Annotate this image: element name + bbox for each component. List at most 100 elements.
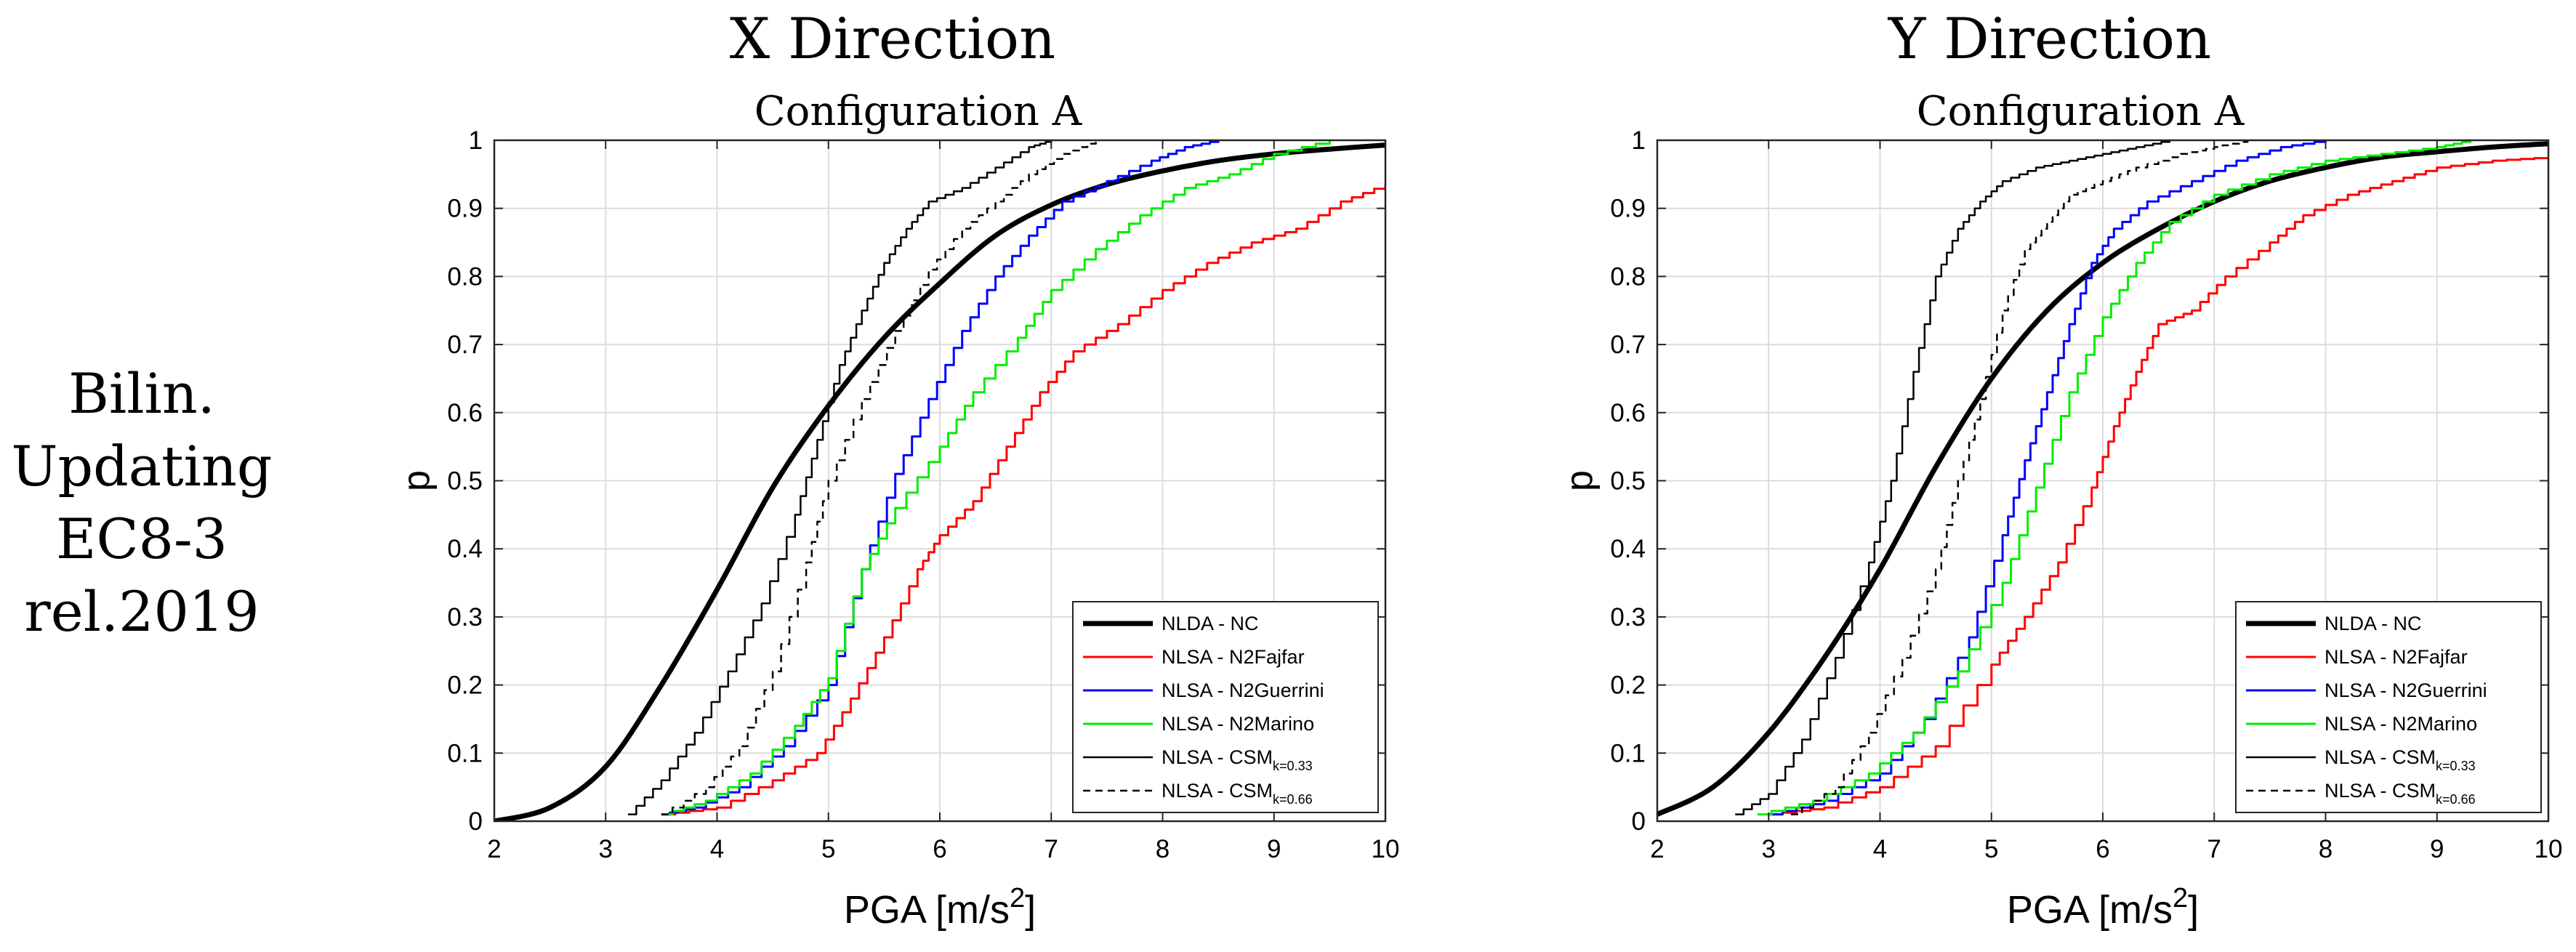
y-tick-label: 0.1 [1610, 739, 1646, 767]
x-tick-label: 3 [1762, 835, 1776, 863]
series-line-1 [661, 184, 1385, 816]
side-caption: Bilin. Updating EC8-3 rel.2019 [11, 361, 272, 644]
series-line-0 [494, 142, 1385, 821]
legend-entry-text: NLSA - CSM [1162, 746, 1273, 768]
legend-entry: NLSA - N2Guerrini [2325, 679, 2487, 701]
x-tick-label: 10 [1372, 835, 1400, 863]
legend-entry-text: NLSA - CSM [2325, 746, 2436, 768]
series-line-3 [1757, 140, 2472, 816]
y-tick-label: 1 [1632, 126, 1646, 155]
x-axis-label-text: PGA [m/s [844, 888, 1010, 932]
x-tick-label: 5 [1984, 835, 1998, 863]
y-tick-label: 0.6 [447, 399, 483, 427]
legend-entry: NLSA - N2Guerrini [1162, 679, 1324, 701]
legend-entry-text: NLSA - N2Fajfar [2325, 646, 2468, 668]
y-tick-label: 0.7 [447, 331, 483, 359]
legend-entry: NLSA - N2Fajfar [2325, 646, 2468, 668]
x-tick-label: 8 [2319, 835, 2333, 863]
legend-entry-text: NLSA - N2Marino [2325, 713, 2477, 735]
x-tick-label: 5 [821, 835, 835, 863]
legend-box [1072, 601, 1379, 813]
x-tick-label: 8 [1156, 835, 1170, 863]
x-axis-label-superscript: 2 [2173, 883, 2188, 913]
y-tick-label: 0.6 [1610, 399, 1646, 427]
y-tick-label: 0.5 [447, 467, 483, 496]
y-tick-label: 0 [469, 807, 483, 836]
x-tick-label: 2 [487, 835, 501, 863]
series-line-1 [1768, 157, 2548, 816]
x-tick-label: 3 [599, 835, 613, 863]
x-tick-label: 6 [2096, 835, 2109, 863]
chart-title: X Direction [730, 7, 1055, 72]
x-axis-label: PGA [m/s2] [2007, 883, 2199, 932]
y-axis-label: p [1558, 470, 1601, 491]
legend-entry: NLSA - CSMk=0.33 [2325, 746, 2476, 773]
legend-entry: NLSA - N2Fajfar [1162, 646, 1305, 668]
x-tick-label: 4 [710, 835, 724, 863]
x-axis-label-superscript: 2 [1010, 883, 1025, 913]
legend-entry: NLSA - CSMk=0.33 [1162, 746, 1313, 773]
y-tick-label: 1 [469, 126, 483, 155]
y-tick-label: 0.2 [1610, 671, 1646, 700]
axes-box [493, 139, 1387, 823]
y-tick-label: 0.4 [447, 535, 483, 563]
x-tick-label: 4 [1873, 835, 1887, 863]
y-tick-label: 0.1 [447, 739, 483, 767]
legend-entry: NLSA - CSMk=0.66 [2325, 780, 2476, 807]
y-tick-label: 0.4 [1610, 535, 1646, 563]
legend-entry: NLSA - CSMk=0.66 [1162, 780, 1313, 807]
legend-entry: NLSA - N2Marino [2325, 713, 2477, 735]
chart-y-direction: Y Direction Configuration A 2 3 4 5 6 7 8 9 10 0 0… [1558, 7, 2562, 932]
x-axis-label-text: PGA [m/s [2007, 888, 2173, 932]
side-caption-line-1: Bilin. [68, 361, 215, 426]
legend-entry-text: NLSA - N2Guerrini [1162, 679, 1324, 701]
y-tick-label: 0.2 [447, 671, 483, 700]
legend-box [2235, 601, 2542, 813]
x-axis-label: PGA [m/s2] [844, 883, 1036, 932]
y-tick-label: 0.9 [1610, 195, 1646, 223]
legend-entry: NLDA - NC [1162, 613, 1259, 634]
series-line-4 [627, 140, 1052, 815]
series-line-0 [1657, 141, 2548, 817]
chart-subtitle: Configuration A [1917, 88, 2245, 135]
legend-entry-subscript: k=0.33 [2436, 759, 2476, 773]
legend-entry-text: NLSA - N2Guerrini [2325, 679, 2487, 701]
legend-entry-subscript: k=0.66 [2436, 792, 2476, 807]
side-caption-line-3: EC8-3 [56, 507, 228, 571]
series-line-4 [1735, 140, 2171, 815]
series-line-3 [661, 140, 1331, 816]
y-tick-label: 0.3 [447, 603, 483, 632]
legend-entry-text: NLDA - NC [1162, 613, 1259, 634]
y-tick-label: 0.8 [1610, 262, 1646, 291]
legend-entry-text: NLSA - CSM [2325, 780, 2436, 802]
chart-subtitle: Configuration A [754, 88, 1082, 135]
y-tick-label: 0.3 [1610, 603, 1646, 632]
y-tick-label: 0 [1632, 807, 1646, 836]
x-tick-label: 6 [933, 835, 946, 863]
axes-box [1656, 139, 2550, 823]
x-tick-label: 7 [1045, 835, 1058, 863]
chart-x-direction: X Direction Configuration A 2 3 4 5 6 7 8 9 10 0 0… [395, 7, 1399, 932]
side-caption-line-4: rel.2019 [24, 579, 259, 644]
legend-entry-subscript: k=0.66 [1273, 792, 1313, 807]
legend-entry-text: NLDA - NC [2325, 613, 2422, 634]
y-tick-label: 0.5 [1610, 467, 1646, 496]
y-tick-label: 0.7 [1610, 331, 1646, 359]
legend-entry-text: NLSA - N2Fajfar [1162, 646, 1305, 668]
y-tick-label: 0.8 [447, 262, 483, 291]
series-line-5 [1790, 140, 2249, 815]
legend-entry-text: NLSA - N2Marino [1162, 713, 1314, 735]
x-axis-label-end: ] [2188, 888, 2199, 932]
x-tick-label: 9 [2430, 835, 2444, 863]
side-caption-line-2: Updating [11, 434, 272, 499]
y-tick-label: 0.9 [447, 195, 483, 223]
y-axis-label: p [395, 470, 438, 491]
legend-entry: NLDA - NC [2325, 613, 2422, 634]
chart-title: Y Direction [1888, 7, 2211, 72]
legend-entry-text: NLSA - CSM [1162, 780, 1273, 802]
x-axis-label-end: ] [1025, 888, 1036, 932]
legend-entry-subscript: k=0.33 [1273, 759, 1313, 773]
x-tick-label: 9 [1267, 835, 1281, 863]
x-tick-label: 2 [1650, 835, 1664, 863]
